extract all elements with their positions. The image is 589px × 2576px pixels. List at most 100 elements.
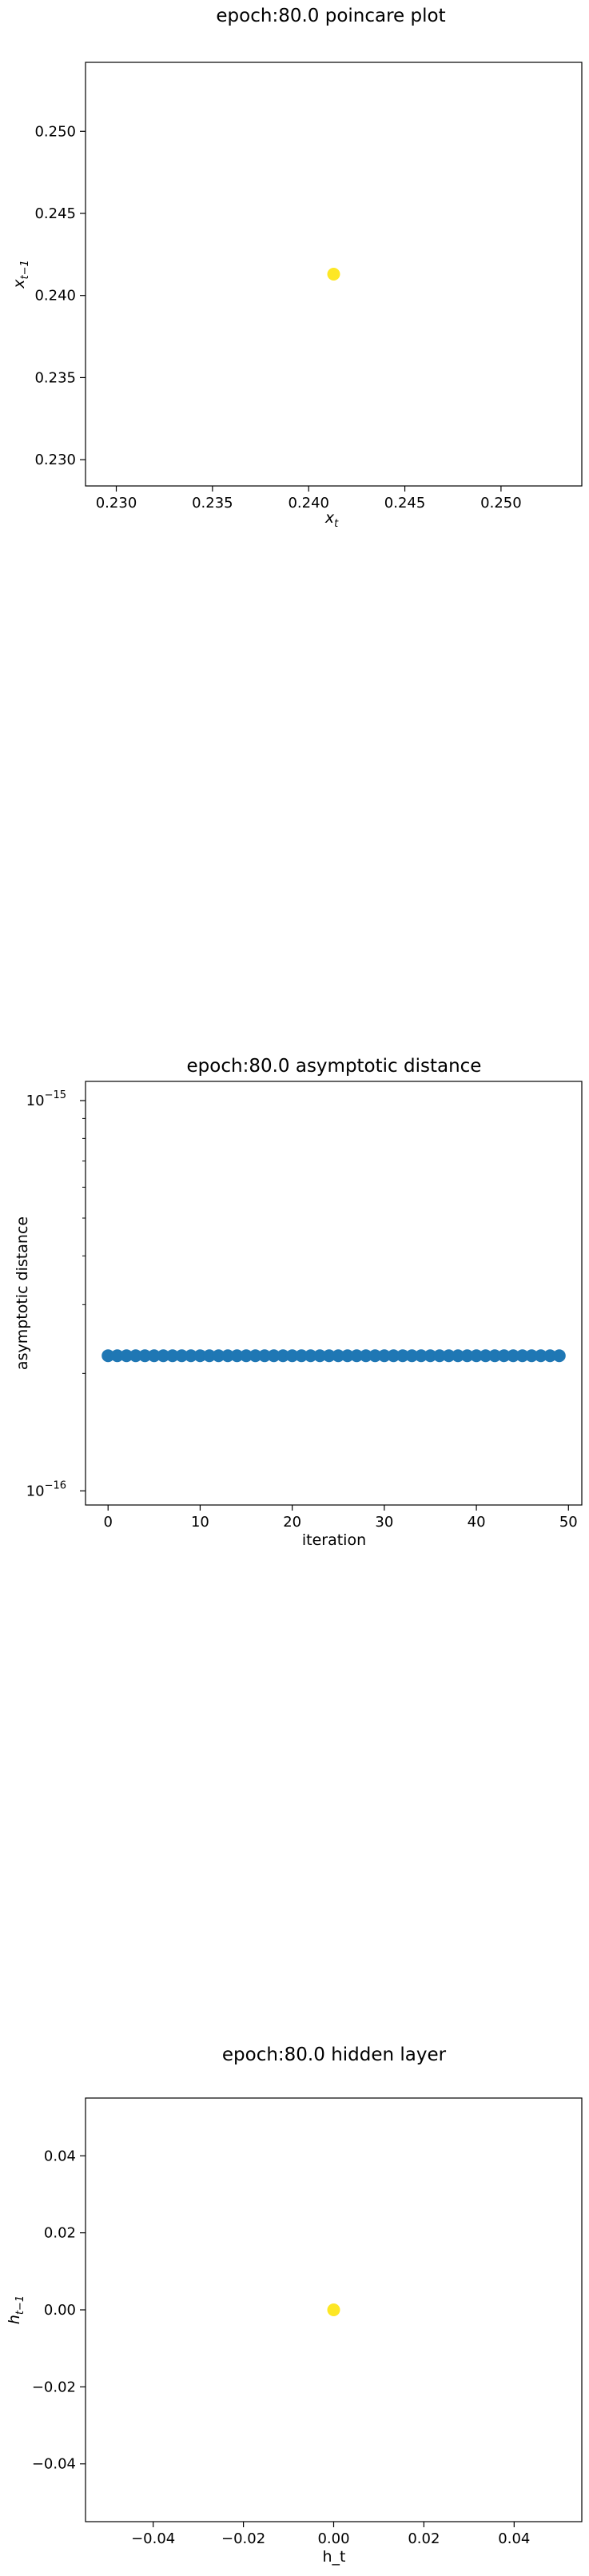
scatter-point [525,1349,539,1363]
x-tick-label: 50 [559,1514,578,1531]
chart-title: epoch:80.0 asymptotic distance [187,1056,482,1077]
scatter-point [129,1349,142,1363]
scatter-point [442,1349,456,1363]
scatter-point [479,1349,492,1363]
y-tick-label: 0.240 [34,288,76,305]
scatter-point [157,1349,170,1363]
scatter-point [327,268,340,281]
y-tick-label: 0.235 [34,369,76,386]
x-tick-label: −0.02 [221,2530,265,2547]
x-tick-label: 0.00 [317,2530,349,2547]
chart-poincare: epoch:80.0 poincare plot 0.230 0.235 0.240… [10,6,583,530]
scatter-point [515,1349,529,1363]
scatter-point [332,1349,345,1363]
scatter-points [327,268,340,281]
scatter-point [497,1349,511,1363]
chart-asymptotic-distance: epoch:80.0 asymptotic distance 0 10 20 30 40… [14,1056,583,1549]
scatter-point [101,1349,115,1363]
scatter-point [184,1349,197,1363]
scatter-point [452,1349,465,1363]
y-tick-label: 0.250 [34,123,76,140]
chart-title: epoch:80.0 hidden layer [222,2044,447,2065]
y-tick-label: 10−15 [26,1089,66,1109]
scatter-point [543,1349,557,1363]
x-tick-label: 0.235 [192,495,233,512]
scatter-point [175,1349,189,1363]
scatter-point [258,1349,272,1363]
x-tick-label: 40 [468,1514,486,1531]
scatter-point [138,1349,152,1363]
x-tick-label: −0.04 [131,2530,175,2547]
scatter-point [322,1349,336,1363]
x-tick-label: 30 [375,1514,393,1531]
scatter-point [285,1349,299,1363]
scatter-point [249,1349,262,1363]
scatter-point [340,1349,354,1363]
scatter-point [405,1349,419,1363]
scatter-point [534,1349,547,1363]
y-tick-label: −0.02 [32,2379,76,2395]
scatter-point [147,1349,161,1363]
scatter-point [221,1349,235,1363]
scatter-point [165,1349,179,1363]
x-tick-label: 0.245 [384,495,426,512]
plot-frame [85,62,583,487]
scatter-point [313,1349,327,1363]
x-tick-label: 0.230 [96,495,137,512]
scatter-point [277,1349,290,1363]
scatter-point [327,2303,340,2316]
x-axis-label: iteration [302,1531,366,1549]
x-tick-label: 0.04 [498,2530,530,2547]
x-axis-label: xt [324,509,339,530]
scatter-point [488,1349,502,1363]
x-tick-label: 0 [104,1514,113,1531]
scatter-point [359,1349,372,1363]
scatter-point [304,1349,317,1363]
y-tick-label: −0.04 [32,2456,76,2473]
y-tick-label: 0.245 [34,205,76,222]
chart-title: epoch:80.0 poincare plot [216,6,445,26]
x-tick-label: 20 [283,1514,301,1531]
scatter-point [202,1349,216,1363]
x-axis-ticks: 0 10 20 30 40 50 [104,1505,578,1531]
y-tick-label: 0.02 [44,2225,76,2242]
x-axis-ticks: −0.04 −0.02 0.00 0.02 0.04 [131,2522,530,2547]
scatter-point [212,1349,225,1363]
scatter-point [110,1349,124,1363]
scatter-point [120,1349,133,1363]
scatter-point [414,1349,428,1363]
scatter-point [193,1349,207,1363]
plot-frame [85,2097,583,2522]
chart-hidden-layer: epoch:80.0 hidden layer −0.04 −0.02 0.00 0.… [6,2044,583,2566]
scatter-point [470,1349,484,1363]
scatter-point [460,1349,474,1363]
scatter-point [396,1349,409,1363]
scatter-points [101,1349,566,1363]
x-tick-label: 0.02 [408,2530,440,2547]
scatter-point [350,1349,364,1363]
scatter-point [240,1349,253,1363]
scatter-point [295,1349,308,1363]
y-axis-ticks: 10−15 10−16 [26,1089,86,1499]
x-tick-label: 0.250 [480,495,522,512]
scatter-point [507,1349,520,1363]
y-axis-ticks: 0.04 0.02 0.00 −0.02 −0.04 [32,2148,86,2473]
scatter-points [327,2303,340,2316]
y-tick-label: 0.04 [44,2148,76,2164]
scatter-point [377,1349,391,1363]
scatter-point [368,1349,382,1363]
x-tick-label: 0.240 [288,495,329,512]
y-axis-label: asymptotic distance [14,1216,31,1370]
x-axis-label: h_t [323,2548,346,2566]
scatter-point [432,1349,446,1363]
plot-frame [85,1081,583,1506]
y-axis-label: xt−1 [10,260,31,289]
scatter-point [267,1349,281,1363]
scatter-point [552,1349,566,1363]
y-axis-label: ht−1 [6,2295,26,2324]
x-axis-ticks: 0.230 0.235 0.240 0.245 0.250 [96,486,522,512]
scatter-point [387,1349,400,1363]
y-tick-label: 0.230 [34,452,76,468]
scatter-point [424,1349,437,1363]
